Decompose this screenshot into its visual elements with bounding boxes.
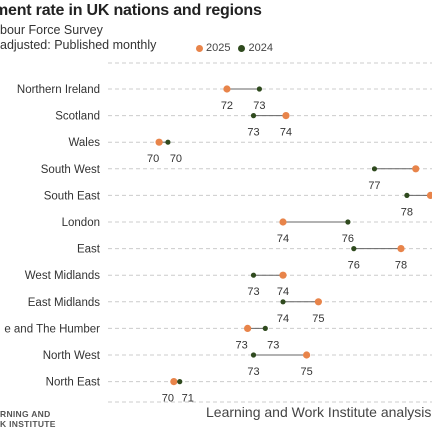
point-2024-wales <box>165 139 171 145</box>
legend-label-2024: 2024 <box>248 42 273 54</box>
chart-title: ment rate in UK nations and regions <box>0 2 262 19</box>
point-2025-london <box>279 218 287 226</box>
value-label-2025-london: 74 <box>277 233 289 245</box>
chart-subtitle-line1: bour Force Survey <box>0 23 103 37</box>
point-2024-east <box>351 246 357 252</box>
value-label-2024-scotland: 73 <box>247 127 259 139</box>
category-label-west-midlands: West Midlands <box>25 270 100 282</box>
point-2025-south-east <box>426 191 432 199</box>
logo-line1: RNING AND <box>0 409 51 419</box>
point-2024-west-midlands <box>250 272 257 278</box>
legend-swatch-2024 <box>238 44 246 52</box>
value-label-2024-north-west: 73 <box>247 366 259 378</box>
value-label-2024-north-east: 71 <box>182 393 194 405</box>
category-label-south-west: South West <box>41 164 101 176</box>
value-label-2025-wales: 70 <box>147 153 159 165</box>
value-label-2025-e-and-the-humber: 73 <box>235 339 247 351</box>
logo-line2: K INSTITUTE <box>0 419 56 429</box>
point-2024-north-east <box>177 379 183 385</box>
point-2024-london <box>345 219 351 225</box>
point-2024-north-west <box>250 352 257 358</box>
value-label-2025-west-midlands: 74 <box>277 286 289 298</box>
value-label-2024-london: 76 <box>342 233 354 245</box>
point-2025-northern-ireland <box>223 85 231 93</box>
point-2024-south-west <box>371 166 378 172</box>
value-label-2025-north-west: 75 <box>300 366 312 378</box>
category-label-northern-ireland: Northern Ireland <box>17 84 100 96</box>
point-2024-scotland <box>250 113 257 119</box>
legend-item-2025: 2025 <box>196 42 230 54</box>
value-label-2025-northern-ireland: 72 <box>221 100 233 112</box>
value-label-2024-e-and-the-humber: 73 <box>267 339 279 351</box>
category-label-east: East <box>77 244 101 256</box>
point-2024-south-east <box>404 192 410 198</box>
point-2024-northern-ireland <box>256 86 262 92</box>
category-label-east-midlands: East Midlands <box>28 297 100 309</box>
value-label-2024-south-east: 78 <box>401 206 413 218</box>
value-label-2024-east-midlands: 74 <box>277 313 289 325</box>
source-note: Learning and Work Institute analysis of <box>206 404 432 420</box>
point-2025-east-midlands <box>314 298 322 306</box>
legend-item-2024: 2024 <box>238 42 273 54</box>
value-label-2025-north-east: 70 <box>162 393 174 405</box>
value-label-2024-wales: 70 <box>170 153 182 165</box>
point-2024-e-and-the-humber <box>262 325 268 331</box>
category-label-london: London <box>62 217 100 229</box>
logo: RNING AND K INSTITUTE <box>0 409 56 429</box>
category-label-north-west: North West <box>43 350 101 362</box>
value-label-2024-east: 76 <box>348 260 360 272</box>
value-label-2025-east-midlands: 75 <box>312 313 324 325</box>
point-2025-e-and-the-humber <box>244 324 252 332</box>
point-2025-north-east <box>170 378 178 386</box>
category-label-wales: Wales <box>68 137 100 149</box>
legend-swatch-2025 <box>196 44 203 52</box>
category-label-south-east: South East <box>44 190 101 202</box>
point-2024-east-midlands <box>280 299 286 305</box>
legend: 2025 2024 <box>196 42 281 54</box>
category-label-scotland: Scotland <box>55 111 100 123</box>
point-2025-west-midlands <box>279 271 287 279</box>
point-2025-south-west <box>412 165 420 173</box>
point-2025-north-west <box>303 351 311 359</box>
category-label-north-east: North East <box>46 377 101 389</box>
value-label-2025-east: 78 <box>395 260 407 272</box>
value-label-2025-scotland: 74 <box>280 127 292 139</box>
point-2025-wales <box>155 138 163 146</box>
category-label-e-and-the-humber: e and The Humber <box>4 323 100 335</box>
value-label-2024-west-midlands: 73 <box>247 286 259 298</box>
point-2025-east <box>397 245 405 253</box>
value-label-2024-northern-ireland: 73 <box>253 100 265 112</box>
legend-label-2025: 2025 <box>206 42 231 54</box>
chart-subtitle-line2: adjusted: Published monthly <box>0 38 157 52</box>
point-2025-scotland <box>282 112 290 120</box>
value-label-2024-south-west: 77 <box>368 180 380 192</box>
